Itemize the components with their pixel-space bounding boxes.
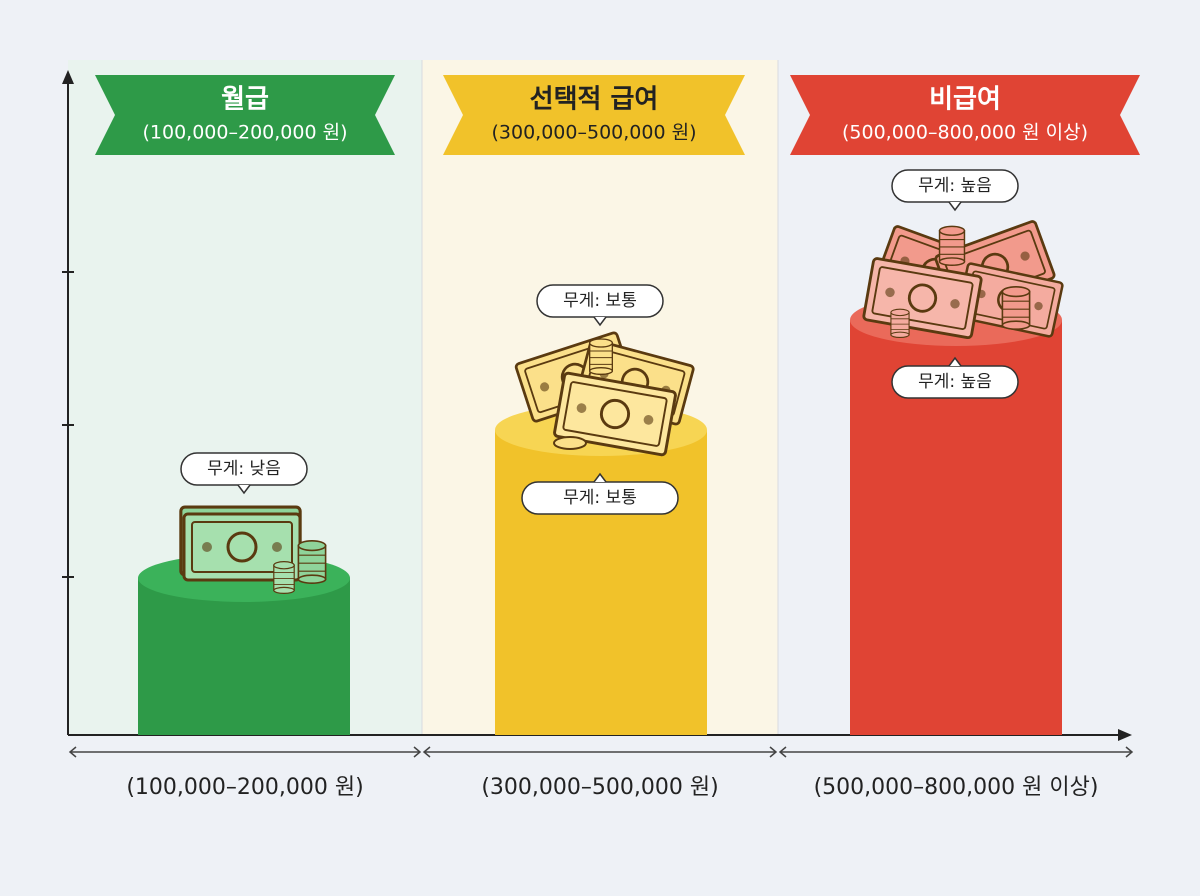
banner-range: (300,000–500,000 원) [492,122,697,144]
weight-label: 무게: 보통 [563,488,637,508]
weight-label: 무게: 높음 [918,176,992,196]
banner-title: 비급여 [929,85,1001,115]
banner [443,75,745,155]
axis-label: (500,000–800,000 원 이상) [814,775,1099,800]
banner-title: 월급 [221,85,269,115]
axis-label: (300,000–500,000 원) [481,775,718,800]
range-arrows [68,746,1134,758]
bubbles [180,169,1019,515]
banner [790,75,1140,155]
cylinder-low [138,505,350,735]
cylinder-medium [495,330,707,735]
banner-range: (500,000–800,000 원 이상) [842,122,1088,144]
banner [95,75,395,155]
axis-label: (100,000–200,000 원) [126,775,363,800]
cylinder-high [850,219,1065,735]
weight-label: 무게: 보통 [563,291,637,311]
banner-range: (100,000–200,000 원) [143,122,348,144]
banner-title: 선택적 급여 [530,85,659,115]
weight-label: 무게: 낮음 [207,459,281,479]
weight-label: 무게: 높음 [918,372,992,392]
